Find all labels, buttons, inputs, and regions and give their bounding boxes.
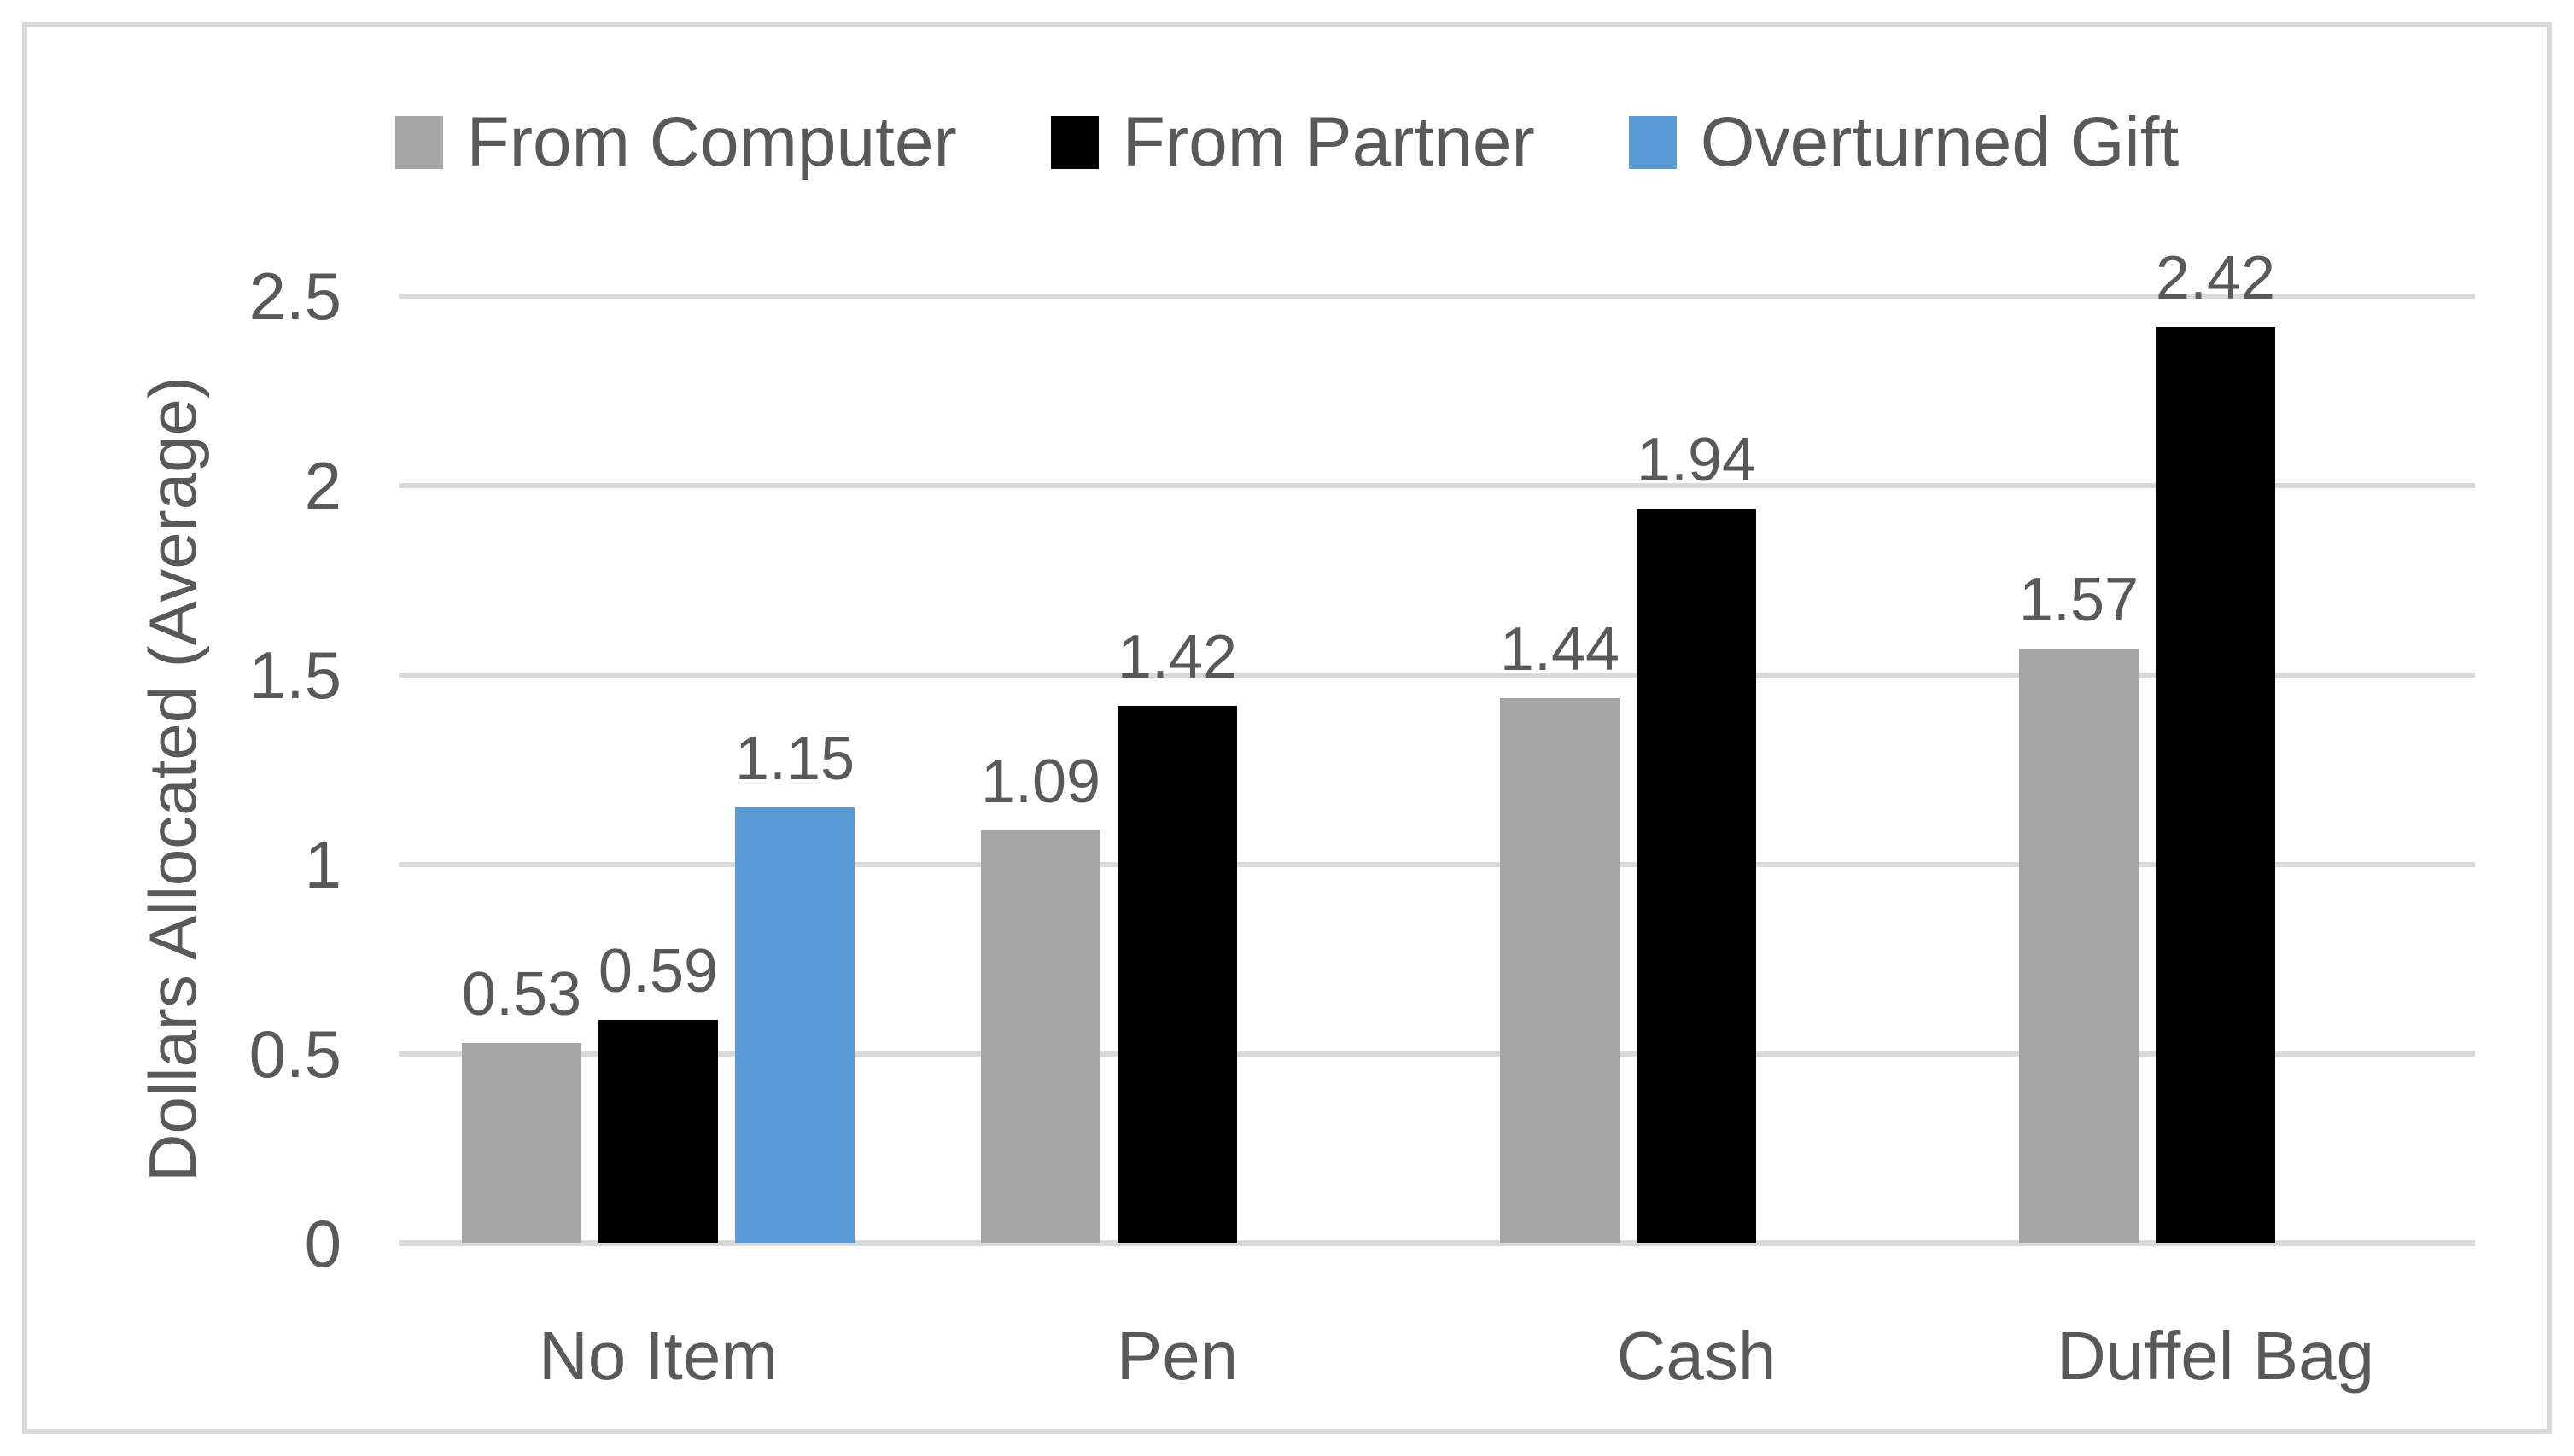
bar-from-computer-duffel-bag: [2019, 648, 2139, 1243]
data-label-from-computer-no-item: 0.53: [461, 959, 582, 1028]
y-tick-label-1: 1: [304, 827, 341, 902]
legend-label-from-computer: From Computer: [466, 103, 957, 181]
x-label-duffel-bag: Duffel Bag: [2056, 1318, 2375, 1394]
y-tick-label-0-5: 0.5: [248, 1016, 341, 1092]
data-label-from-computer-pen: 1.09: [980, 748, 1101, 817]
y-tick-label-2-5: 2.5: [248, 259, 341, 334]
gridline-2: [399, 483, 2475, 488]
data-label-from-computer-duffel-bag: 1.57: [2018, 565, 2139, 634]
x-label-cash: Cash: [1616, 1318, 1777, 1394]
bar-from-partner-duffel-bag: [2156, 326, 2275, 1243]
gridline-2.5: [399, 294, 2475, 299]
bar-from-computer-no-item: [462, 1042, 581, 1243]
bar-from-partner-no-item: [598, 1020, 718, 1243]
gridline-1.5: [399, 673, 2475, 678]
y-tick-label-2: 2: [304, 448, 341, 523]
data-label-from-partner-pen: 1.42: [1117, 622, 1238, 691]
bar-overturned-gift-no-item: [735, 807, 855, 1243]
legend-item-overturned-gift: Overturned Gift: [1628, 103, 2180, 181]
data-label-from-partner-cash: 1.94: [1636, 425, 1757, 494]
gridline-0.5: [399, 1051, 2475, 1057]
y-tick-label-1-5: 1.5: [248, 638, 341, 713]
plot-area: 0.53 0.59 1.15 1.09 1.42 1.44 1.94 1.57 2.42: [399, 244, 2475, 1246]
legend-swatch-icon-from-computer: [394, 116, 443, 169]
legend-label-overturned-gift: Overturned Gift: [1700, 103, 2180, 181]
data-label-from-computer-cash: 1.44: [1499, 614, 1620, 684]
legend-item-from-partner: From Partner: [1050, 103, 1535, 181]
x-label-no-item: No Item: [538, 1318, 779, 1394]
gridline-1: [399, 862, 2475, 867]
data-label-overturned-gift-no-item: 1.15: [734, 725, 855, 794]
x-axis-line: [399, 1240, 2475, 1246]
bar-from-partner-pen: [1118, 705, 1237, 1243]
legend-item-from-computer: From Computer: [394, 103, 957, 181]
bar-from-computer-pen: [981, 830, 1100, 1243]
data-label-from-partner-no-item: 0.59: [598, 937, 719, 1006]
legend-swatch-icon-overturned-gift: [1628, 116, 1677, 169]
legend-label-from-partner: From Partner: [1122, 103, 1535, 181]
data-label-from-partner-duffel-bag: 2.42: [2155, 243, 2276, 312]
x-label-pen: Pen: [1116, 1318, 1239, 1394]
legend: From Computer From Partner Overturned Gift: [0, 96, 2574, 189]
bar-from-partner-cash: [1637, 508, 1756, 1243]
legend-swatch-icon-from-partner: [1050, 116, 1099, 169]
bar-from-computer-cash: [1500, 697, 1620, 1243]
y-axis-title: Dollars Allocated (Average): [135, 376, 210, 1182]
y-tick-label-0: 0: [304, 1206, 341, 1281]
